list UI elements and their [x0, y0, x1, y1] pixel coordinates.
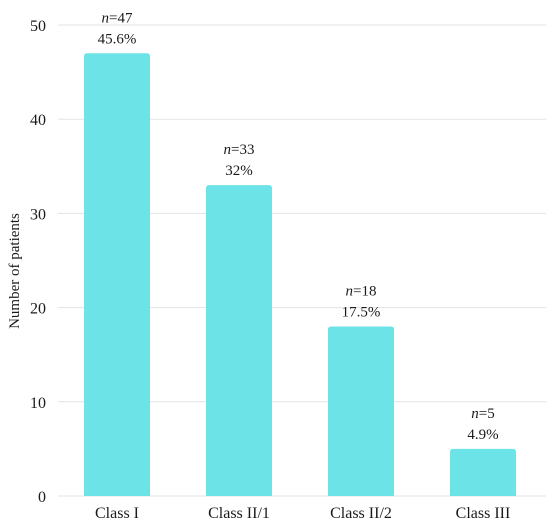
x-category-label: Class III — [456, 505, 511, 522]
y-tick-label: 0 — [38, 489, 46, 506]
bar — [450, 448, 516, 496]
data-label-n: n=5 — [471, 406, 494, 422]
y-axis-ticks: 0 10 20 30 40 50 — [30, 18, 46, 506]
data-label-percent: 45.6% — [98, 31, 137, 47]
data-label-percent: 17.5% — [342, 304, 381, 320]
bars — [84, 53, 516, 496]
y-tick-label: 50 — [30, 18, 46, 35]
bar — [206, 185, 272, 496]
x-category-label: Class II/1 — [208, 505, 270, 522]
data-label-percent: 32% — [225, 163, 253, 179]
y-tick-label: 20 — [30, 301, 46, 318]
x-category-label: Class II/2 — [330, 505, 392, 522]
y-axis-title: Number of patients — [7, 213, 23, 329]
data-label-n: n=47 — [102, 10, 133, 26]
data-label-percent: 4.9% — [467, 427, 498, 443]
y-tick-label: 10 — [30, 395, 46, 412]
data-label-n: n=18 — [346, 283, 377, 299]
data-labels: n=47 45.6% n=33 32% n=18 17.5% n=5 4.9% — [98, 10, 499, 443]
bar — [328, 326, 394, 496]
y-tick-label: 30 — [30, 206, 46, 223]
x-category-label: Class I — [95, 505, 139, 522]
data-label-n: n=33 — [224, 142, 255, 158]
bar — [84, 53, 150, 496]
y-tick-label: 40 — [30, 112, 46, 129]
x-axis-categories: Class I Class II/1 Class II/2 Class III — [95, 505, 510, 522]
